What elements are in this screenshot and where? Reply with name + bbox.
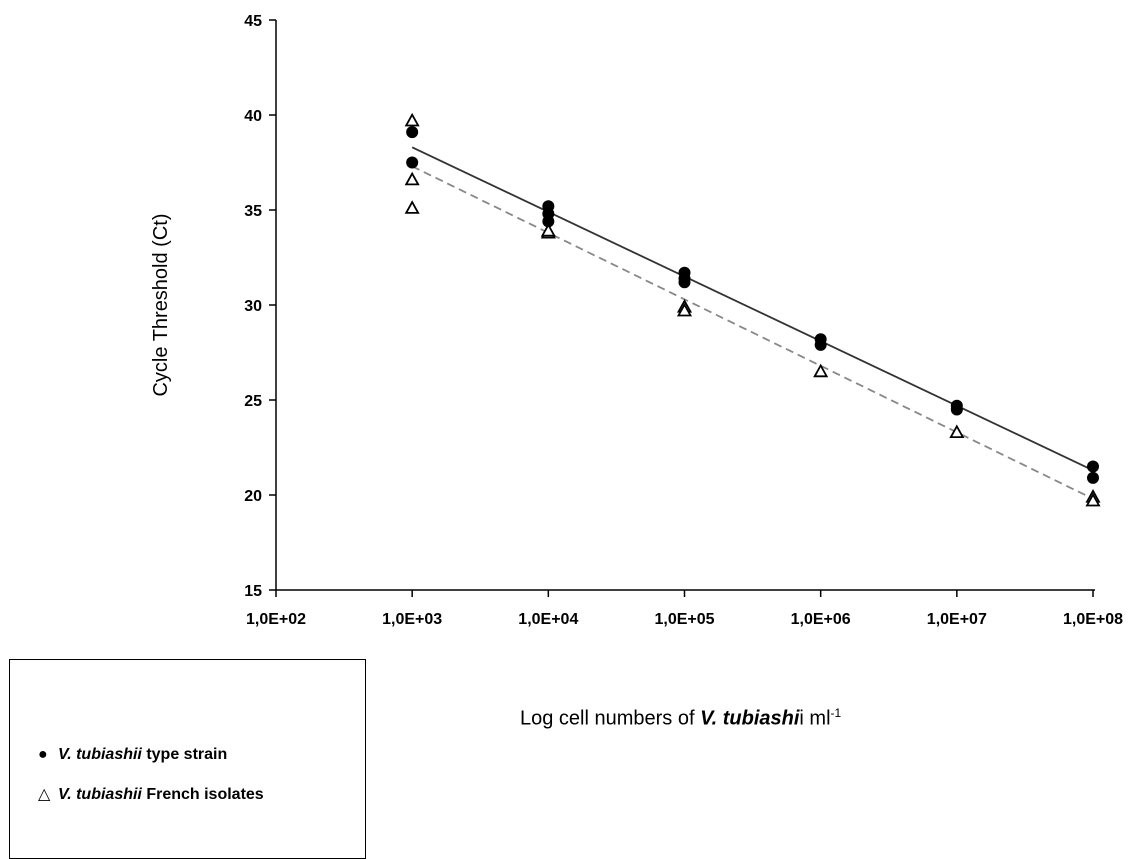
y-tick-label: 45	[244, 13, 262, 30]
point-series-1	[1087, 471, 1099, 484]
x-tick-label: 1,0E+04	[518, 611, 578, 628]
trendline-series-2	[411, 165, 1094, 500]
x-axis-title: Log cell numbers of V. tubiashii ml-1	[520, 706, 841, 731]
x-axis-title-exponent: -1	[830, 706, 842, 720]
x-tick-label: 1,0E+02	[246, 611, 306, 628]
legend-label-rest: French isolates	[141, 786, 264, 803]
filled-circle-icon: ●	[38, 746, 48, 763]
x-axis-title-prefix: Log cell numbers of	[520, 707, 701, 730]
y-tick-label: 35	[244, 203, 262, 220]
open-triangle-icon: △	[38, 786, 51, 803]
point-series-1	[950, 403, 963, 416]
legend-label-species: V. tubiashii	[58, 786, 142, 803]
x-tick-label: 1,0E+08	[1063, 611, 1123, 628]
trendlines	[411, 146, 1094, 500]
point-series-2	[404, 200, 420, 214]
point-series-2	[404, 171, 420, 186]
y-tick-label: 20	[244, 488, 262, 505]
point-series-2	[1085, 492, 1101, 507]
x-axis-title-suffix: i ml	[799, 707, 831, 730]
legend-label-rest: type strain	[141, 746, 228, 763]
point-series-1	[1087, 460, 1099, 473]
x-tick-label: 1,0E+07	[927, 611, 987, 628]
point-series-2	[813, 363, 829, 378]
y-axis-title: Cycle Threshold (Ct)	[150, 213, 172, 396]
legend: ● V. tubiashii type strain △ V. tubiashii …	[9, 659, 366, 859]
x-tick-label: 1,0E+03	[382, 611, 442, 628]
point-series-1	[406, 156, 419, 169]
point-series-2	[676, 302, 693, 317]
point-series-1	[678, 276, 691, 289]
point-series-2	[540, 223, 556, 237]
y-tick-label: 15	[244, 583, 262, 600]
x-tick-label: 1,0E+05	[654, 611, 714, 628]
chart-area: 15 20 25 30 35 40 45 1,0E+02 1,0E+03 1,0E+04 1,0E+…	[150, 13, 1123, 628]
chart-axes: 15 20 25 30 35 40 45 1,0E+02 1,0E+03 1,0E+04 1,0E+…	[244, 13, 1123, 628]
y-tick-label: 30	[244, 298, 262, 315]
legend-label-species: V. tubiashii	[58, 746, 142, 763]
point-series-1	[814, 338, 827, 351]
y-tick-label: 40	[244, 108, 262, 125]
y-tick-label: 25	[244, 393, 262, 410]
x-tick-label: 1,0E+06	[791, 611, 851, 628]
trendline-series-1	[411, 146, 1094, 472]
point-series-1	[406, 126, 419, 139]
legend-item-french-isolates: △ V. tubiashii French isolates	[38, 784, 264, 804]
point-series-2	[404, 112, 420, 127]
x-axis-title-species: V. tubiashi	[700, 707, 800, 730]
point-series-1	[542, 215, 555, 228]
point-series-2	[949, 424, 965, 439]
data-points	[404, 112, 1101, 507]
legend-item-type-strain: ● V. tubiashii type strain	[38, 746, 227, 764]
